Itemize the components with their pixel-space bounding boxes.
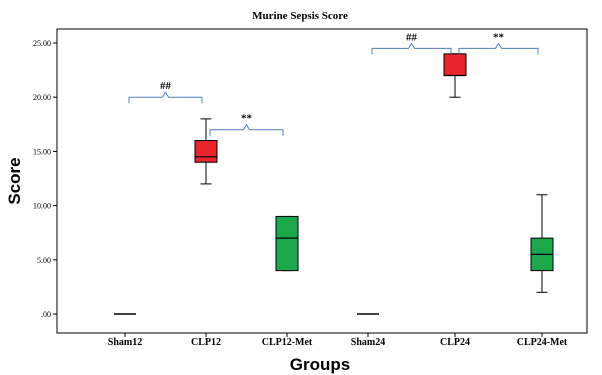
box-clp24 — [443, 53, 467, 98]
bracket-clp24-clp24-met: ** — [458, 31, 539, 55]
box-iqr — [443, 53, 467, 77]
x-tick-label: CLP24-Met — [517, 337, 568, 348]
y-tick-label: 20.00 — [33, 93, 51, 102]
y-tick-label: .00 — [41, 310, 51, 319]
significance-label: ## — [160, 80, 172, 92]
x-tick-label: Sham12 — [108, 337, 142, 348]
x-tick-label: CLP24 — [440, 337, 470, 348]
significance-brackets: ## ** ## ** — [128, 31, 539, 136]
box-iqr — [194, 140, 218, 163]
box-clp24-met — [530, 194, 554, 293]
y-tick-label: 5.00 — [37, 256, 51, 265]
bracket-sham24-clp24: ## — [371, 31, 452, 55]
significance-label: ** — [241, 113, 253, 125]
bracket-line — [128, 91, 203, 104]
x-axis-ticks: Sham12 CLP12 CLP12-Met Sham24 CLP24 CLP24-Met — [108, 333, 568, 348]
box-iqr — [275, 215, 299, 272]
x-tick-label: Sham24 — [351, 337, 385, 348]
y-axis-label: Score — [5, 157, 24, 204]
chart-title: Murine Sepsis Score — [252, 10, 348, 22]
bracket-line — [209, 123, 284, 136]
significance-label: ## — [406, 31, 418, 43]
bracket-line — [458, 42, 539, 55]
bracket-clp12-clp12-met: ** — [209, 113, 284, 136]
x-tick-label: CLP12 — [191, 337, 221, 348]
bracket-sham12-clp12: ## — [128, 80, 203, 104]
y-tick-label: 10.00 — [33, 202, 51, 211]
box-clp12-met — [275, 215, 299, 272]
bracket-line — [371, 42, 452, 55]
x-axis-label: Groups — [290, 355, 350, 374]
box-clp12 — [194, 118, 218, 185]
y-axis-ticks: .00 5.00 10.00 15.00 20.00 25.00 — [33, 39, 57, 319]
plot-area-frame — [56, 28, 588, 334]
y-tick-label: 25.00 — [33, 39, 51, 48]
box-series — [114, 53, 554, 315]
x-tick-label: CLP12-Met — [262, 337, 313, 348]
y-tick-label: 15.00 — [33, 147, 51, 156]
significance-label: ** — [493, 31, 505, 43]
